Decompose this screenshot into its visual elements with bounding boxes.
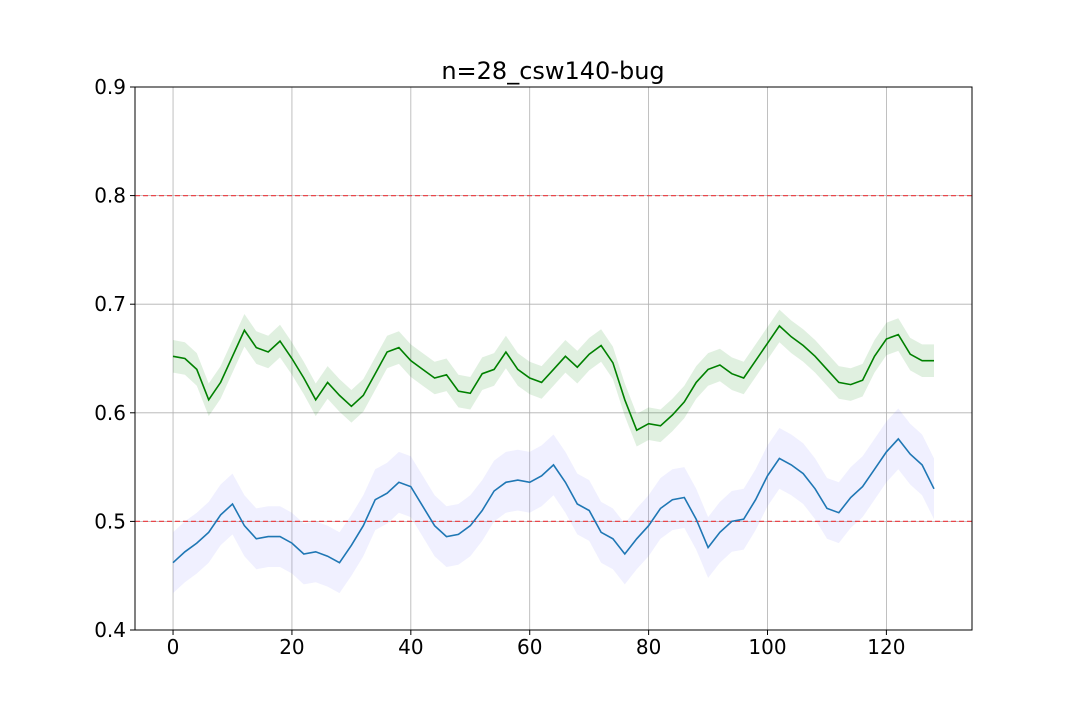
chart-title: n=28_csw140-bug <box>441 57 664 85</box>
x-tick-label: 60 <box>517 635 542 659</box>
y-tick-label: 0.6 <box>94 401 126 425</box>
y-tick-label: 0.9 <box>94 75 126 99</box>
y-tick-label: 0.5 <box>94 509 126 533</box>
x-tick-label: 100 <box>748 635 786 659</box>
y-tick-label: 0.4 <box>94 618 126 642</box>
x-tick-label: 120 <box>867 635 905 659</box>
x-tick-label: 20 <box>279 635 304 659</box>
y-tick-label: 0.7 <box>94 292 126 316</box>
y-tick-label: 0.8 <box>94 184 126 208</box>
x-tick-label: 0 <box>167 635 180 659</box>
x-tick-label: 40 <box>398 635 423 659</box>
x-tick-label: 80 <box>636 635 661 659</box>
